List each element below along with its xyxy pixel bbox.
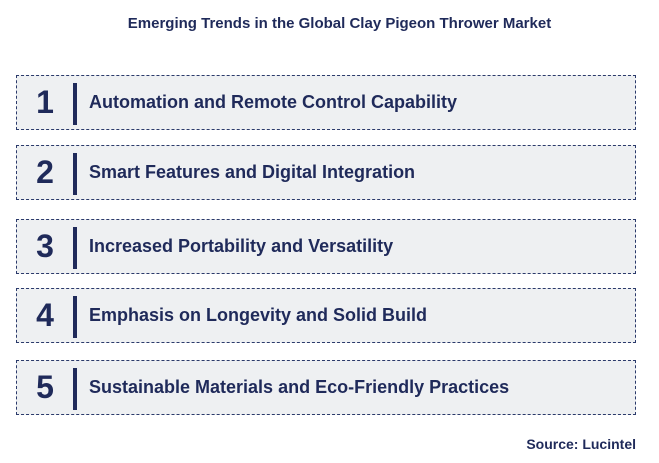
divider-bar (73, 296, 77, 338)
trend-number-4: 4 (36, 297, 54, 333)
trend-number-2: 2 (36, 154, 54, 190)
divider-bar (73, 227, 77, 269)
trend-item-4: 4 Emphasis on Longevity and Solid Build (16, 288, 636, 343)
divider-bar (73, 368, 77, 410)
trend-label-5: Sustainable Materials and Eco-Friendly P… (89, 377, 510, 397)
trend-item-5: 5 Sustainable Materials and Eco-Friendly… (16, 360, 636, 415)
trend-number-5: 5 (36, 369, 54, 405)
trend-item-3: 3 Increased Portability and Versatility (16, 219, 636, 274)
divider-bar (73, 153, 77, 195)
trend-number-1: 1 (36, 84, 54, 120)
trend-number-3: 3 (36, 228, 54, 264)
trend-item-2: 2 Smart Features and Digital Integration (16, 145, 636, 200)
divider-bar (73, 83, 77, 125)
trend-label-3: Increased Portability and Versatility (89, 236, 394, 256)
trend-item-1: 1 Automation and Remote Control Capabili… (16, 75, 636, 130)
source-note: Source: Lucintel (526, 436, 636, 452)
diagram-title: Emerging Trends in the Global Clay Pigeo… (127, 15, 552, 32)
trend-label-1: Automation and Remote Control Capability (89, 92, 458, 112)
trend-list: 1 Automation and Remote Control Capabili… (16, 75, 636, 440)
trend-label-2: Smart Features and Digital Integration (89, 162, 416, 182)
trend-label-4: Emphasis on Longevity and Solid Build (89, 305, 428, 325)
